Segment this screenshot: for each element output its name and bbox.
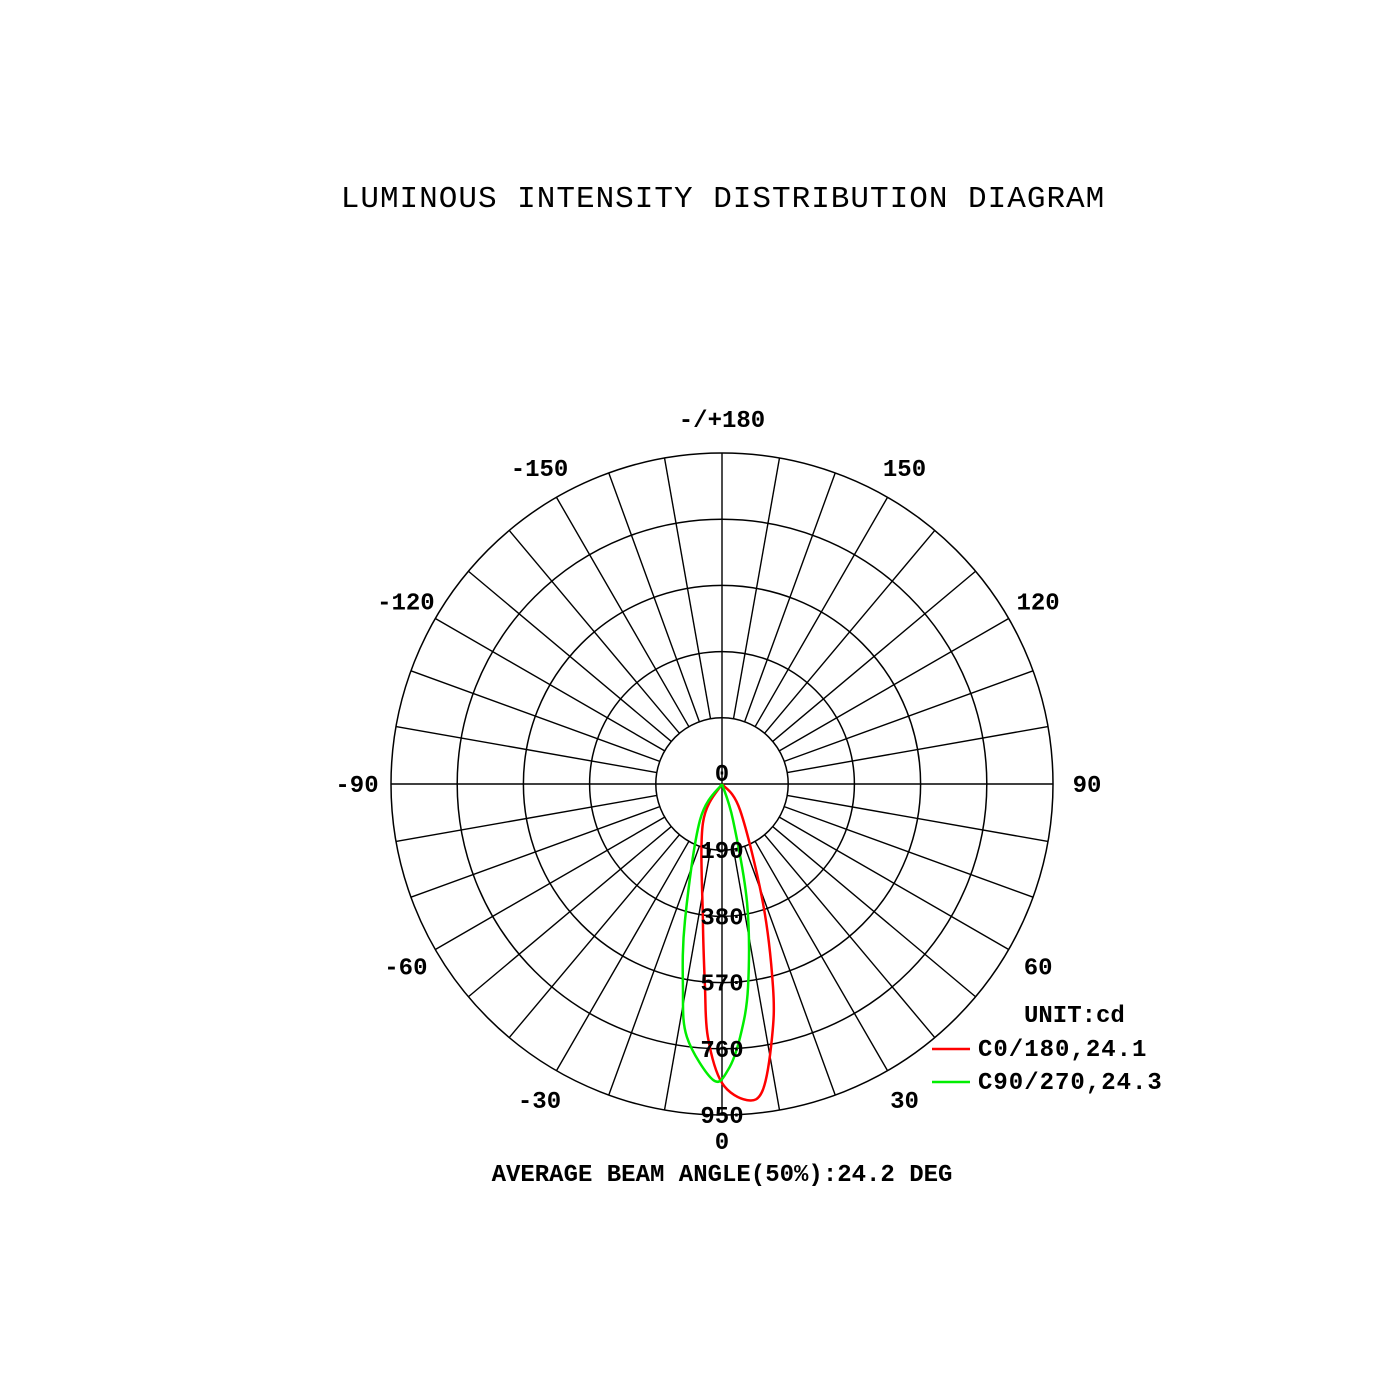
angle-tick-label: -30 [518,1089,561,1116]
grid-spoke [772,570,977,742]
angle-tick-label: -60 [384,956,427,983]
grid-spoke [395,794,657,843]
angle-tick-label: 90 [1073,773,1102,800]
grid-spoke [778,617,1010,752]
grid-spoke [395,725,657,774]
grid-spoke [787,794,1049,843]
series-curve-0 [700,783,776,1102]
radial-tick-label: 950 [700,1104,743,1131]
radial-tick-label: 380 [700,905,743,932]
angle-tick-label: -90 [335,773,378,800]
radial-label-center: 0 [715,762,729,789]
angle-tick-label: -120 [377,591,435,618]
radial-tick-label: 190 [700,839,743,866]
angle-tick-label: 150 [883,457,926,484]
grid-spoke [732,849,781,1111]
beam-angle-footer: AVERAGE BEAM ANGLE(50%):24.2 DEG [492,1162,953,1189]
grid-spoke [783,805,1034,898]
grid-spoke [787,725,1049,774]
grid-spoke [764,834,936,1039]
chart-title: LUMINOUS INTENSITY DISTRIBUTION DIAGRAM [340,182,1106,217]
grid-spoke [764,529,936,734]
radial-tick-label: 760 [700,1038,743,1065]
legend-label-0: C0/180,24.1 [978,1037,1147,1064]
grid-spoke [467,570,672,742]
grid-spoke [754,840,889,1072]
grid-spoke [555,840,690,1072]
angle-tick-label: 120 [1016,591,1059,618]
grid-spoke [608,845,701,1096]
series-curve-1 [681,783,751,1084]
grid-spoke [608,472,701,723]
grid-spoke [508,529,680,734]
grid-spoke [663,457,712,719]
angle-tick-label: -/+180 [679,408,765,435]
angle-tick-label: 30 [890,1089,919,1116]
grid-spoke [410,670,661,763]
angle-tick-label: -150 [511,457,569,484]
grid-spoke [743,472,836,723]
grid-spoke [732,457,781,719]
angle-tick-label: 60 [1024,956,1053,983]
grid-spoke [434,816,666,951]
legend-label-1: C90/270,24.3 [978,1070,1163,1097]
grid-spoke [508,834,680,1039]
grid-spoke [772,826,977,998]
grid-spoke [783,670,1034,763]
angle-tick-label: 0 [715,1130,729,1157]
grid-spoke [555,496,690,728]
grid-spoke [754,496,889,728]
grid-spoke [467,826,672,998]
grid-spoke [778,816,1010,951]
legend-unit: UNIT:cd [1024,1003,1125,1030]
radial-tick-label: 570 [700,972,743,999]
grid-spoke [434,617,666,752]
grid-spoke [410,805,661,898]
